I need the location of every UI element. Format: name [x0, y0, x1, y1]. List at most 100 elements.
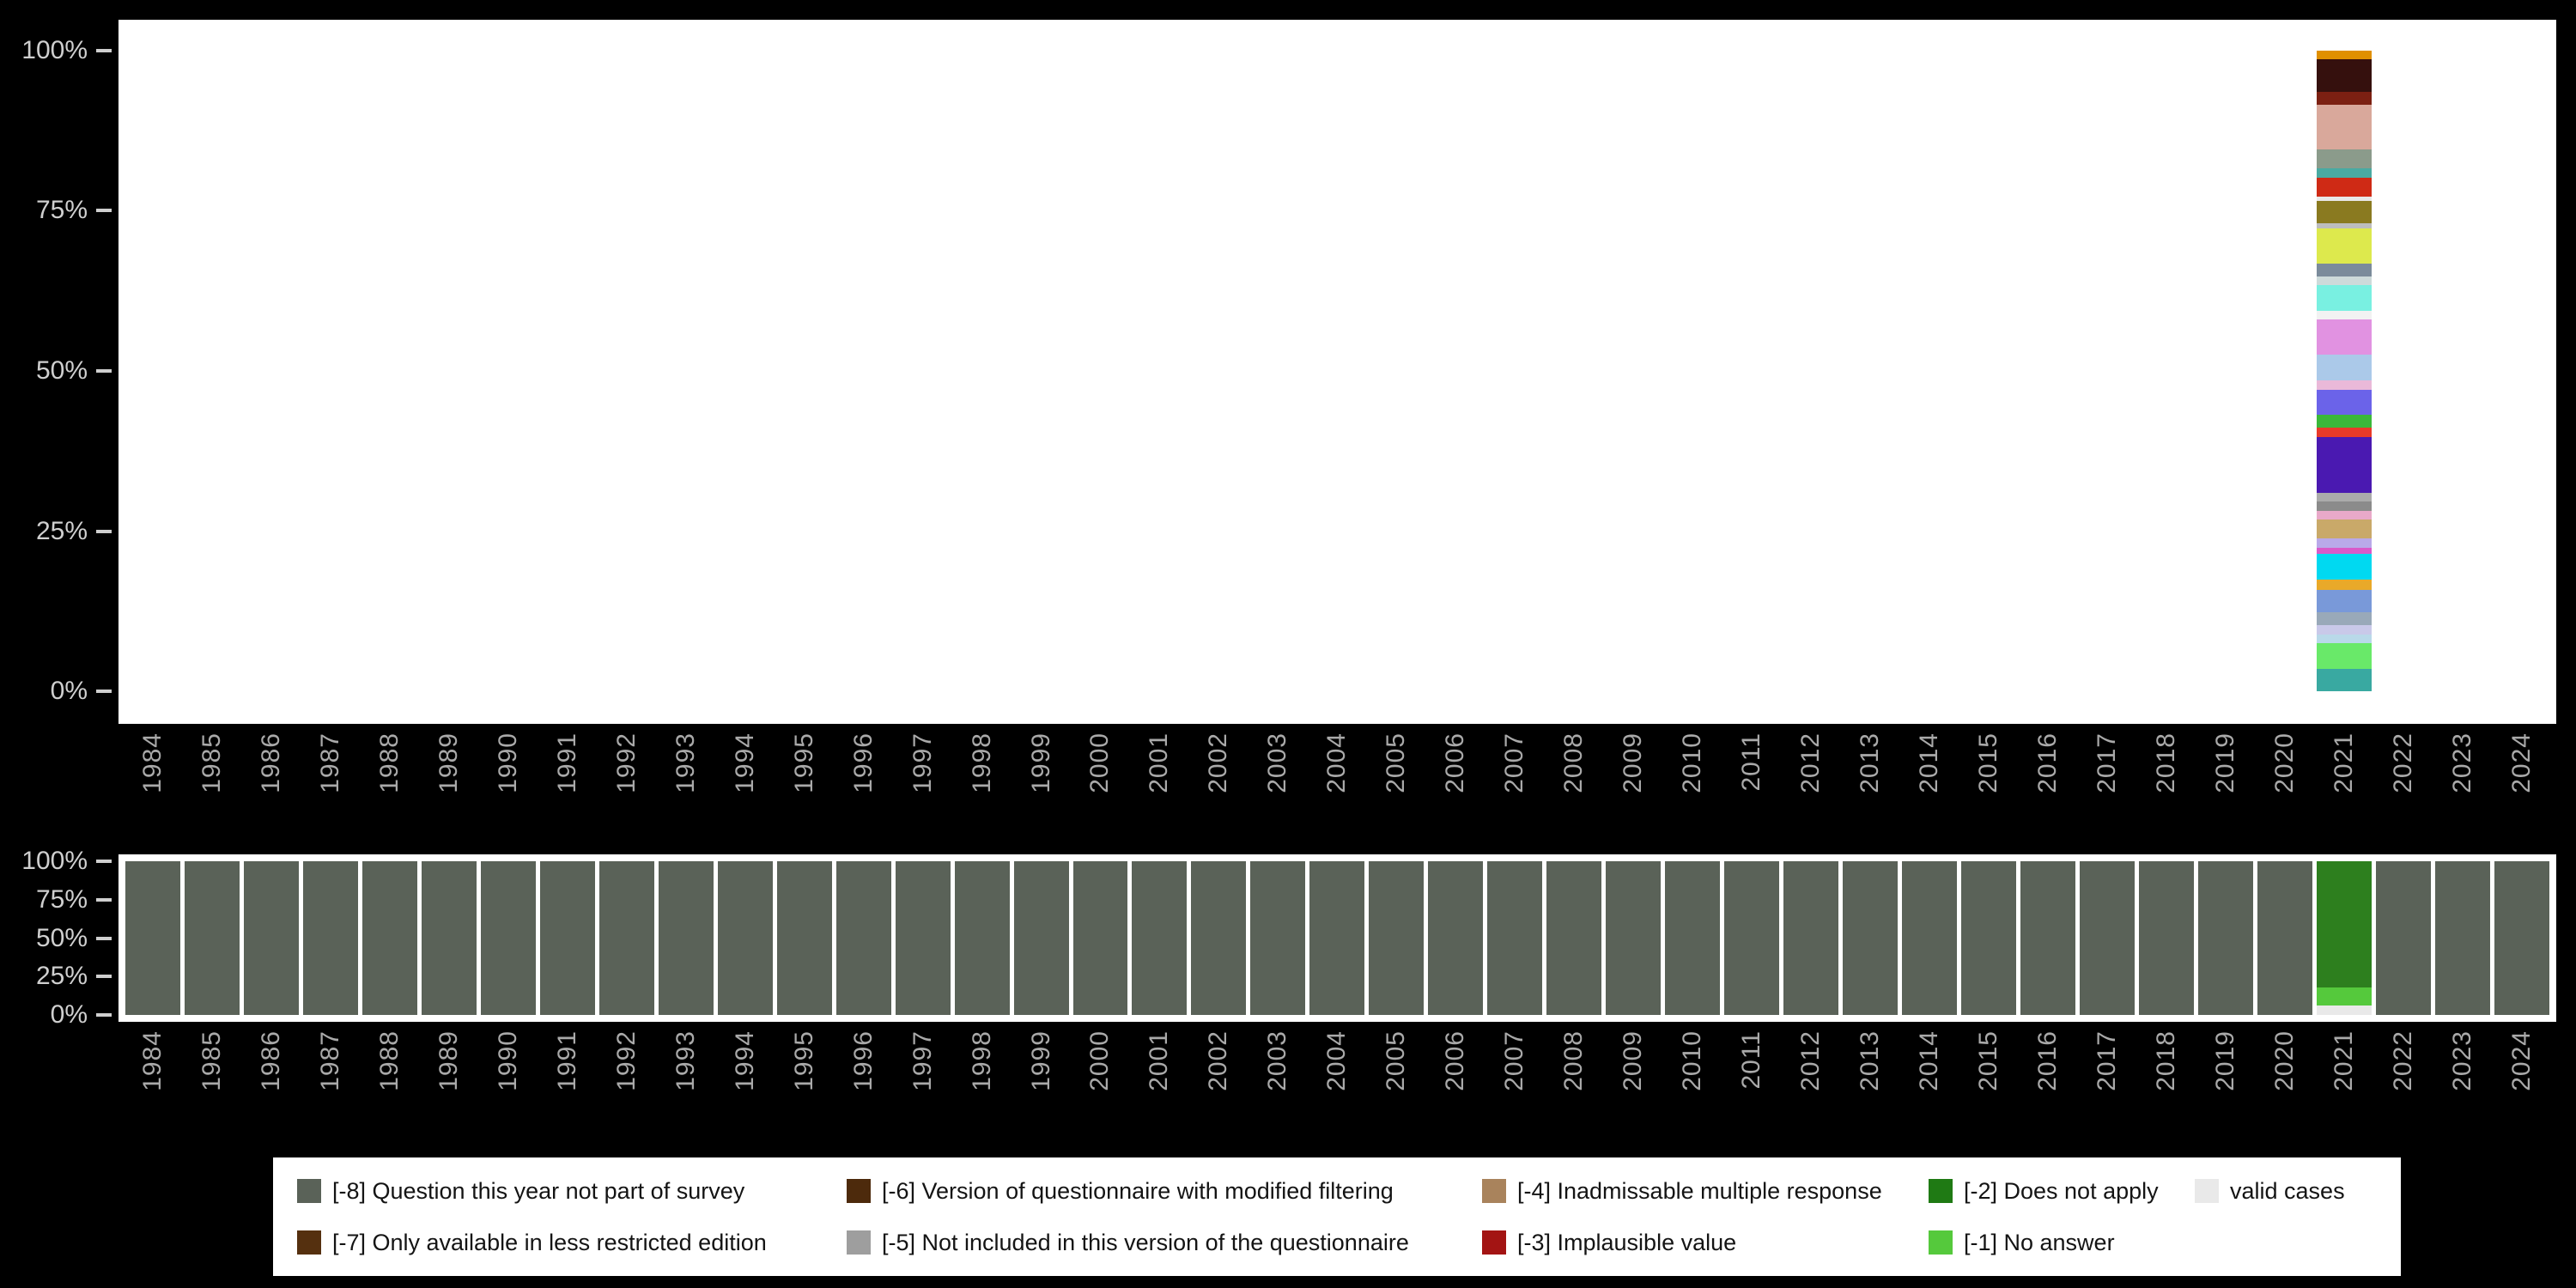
x-axis-year-label: 2019 [2210, 732, 2239, 793]
bar-slot-1996 [836, 51, 891, 691]
bar-slot-2016 [2020, 51, 2075, 691]
y-axis-tick-label: 100% [21, 36, 88, 64]
bar-segment [2316, 554, 2372, 580]
y-axis-tick-mark [96, 369, 112, 373]
bar-segment [2316, 987, 2372, 1006]
x-axis-year-slot: 2004 [1309, 1030, 1364, 1138]
legend-item: [-4] Inadmissable multiple response [1482, 1170, 1929, 1212]
stacked-bar-2016 [2020, 861, 2075, 1015]
x-axis-year-label: 2015 [1974, 732, 2003, 793]
bar-slot-1993 [659, 51, 714, 691]
x-axis-year-slot: 2013 [1843, 732, 1898, 840]
x-axis-year-slot: 2021 [2317, 732, 2372, 840]
bar-slot-1994 [717, 861, 773, 1015]
x-axis-year-slot: 2010 [1665, 732, 1720, 840]
y-axis-tick-mark [96, 49, 112, 52]
stacked-bar-2013 [1843, 861, 1899, 1015]
x-axis-year-slot: 2018 [2139, 732, 2194, 840]
x-axis-year-label: 2010 [1678, 1030, 1707, 1091]
legend-swatch [1482, 1230, 1506, 1255]
top-chart-x-axis: 1984 1985 1986 1987 1988 1989 1990 1991 1992 1993… [125, 732, 2549, 840]
legend-item: [-5] Not included in this version of the… [847, 1221, 1482, 1264]
x-axis-year-label: 2011 [1737, 732, 1766, 792]
stacked-bar-2012 [1783, 861, 1839, 1015]
bar-segment [2316, 59, 2372, 92]
x-axis-year-slot: 2000 [1073, 732, 1128, 840]
bar-slot-2006 [1428, 861, 1484, 1015]
bar-slot-2004 [1309, 861, 1365, 1015]
x-axis-year-label: 2013 [1856, 732, 1885, 793]
x-axis-year-label: 2008 [1559, 1030, 1589, 1091]
legend-swatch [847, 1230, 871, 1255]
legend-label: [-8] Question this year not part of surv… [332, 1177, 745, 1204]
x-axis-year-slot: 2014 [1902, 732, 1957, 840]
legend-label: [-5] Not included in this version of the… [882, 1229, 1409, 1255]
bar-slot-2007 [1487, 861, 1543, 1015]
x-axis-year-slot: 2019 [2198, 1030, 2253, 1138]
x-axis-year-slot: 1986 [244, 1030, 299, 1138]
stacked-bar-2002 [1191, 861, 1247, 1015]
x-axis-year-label: 2001 [1145, 1030, 1174, 1091]
x-axis-year-slot: 2008 [1546, 732, 1601, 840]
stacked-bar-2011 [1724, 861, 1780, 1015]
bar-slot-2019 [2197, 861, 2253, 1015]
bar-segment [2316, 228, 2372, 264]
bar-slot-2017 [2080, 51, 2135, 691]
bar-segment [2316, 642, 2372, 669]
legend-swatch [1929, 1179, 1953, 1203]
x-axis-year-label: 2015 [1974, 1030, 2003, 1091]
bar-slot-2002 [1191, 861, 1247, 1015]
legend-swatch [297, 1230, 321, 1255]
bar-slot-2022 [2376, 51, 2431, 691]
y-axis-tick-label: 50% [35, 924, 88, 952]
bar-segment [2316, 310, 2372, 320]
x-axis-year-label: 2004 [1322, 732, 1352, 793]
legend-label: [-6] Version of questionnaire with modif… [882, 1177, 1394, 1204]
bar-segment [2316, 104, 2372, 149]
y-axis-tick-label: 100% [21, 847, 88, 875]
x-axis-year-label: 1989 [434, 1030, 463, 1091]
x-axis-year-slot: 2011 [1724, 732, 1779, 840]
legend-swatch [297, 1179, 321, 1203]
bar-slot-2005 [1369, 51, 1424, 691]
bar-slot-2001 [1132, 861, 1188, 1015]
x-axis-year-slot: 2003 [1250, 1030, 1305, 1138]
x-axis-year-slot: 1991 [540, 732, 595, 840]
bar-slot-2019 [2198, 51, 2253, 691]
x-axis-year-label: 1995 [789, 1030, 818, 1091]
bar-slot-2012 [1783, 51, 1838, 691]
bar-segment [480, 861, 536, 1015]
bar-segment [1843, 861, 1899, 1015]
x-axis-year-label: 1993 [671, 1030, 700, 1091]
stacked-bar-1993 [658, 861, 714, 1015]
bar-slot-1990 [481, 51, 536, 691]
y-axis-tick-mark [96, 1013, 112, 1017]
stacked-bar-2015 [1961, 861, 2016, 1015]
legend-label: [-4] Inadmissable multiple response [1517, 1177, 1882, 1204]
bar-segment [361, 861, 417, 1015]
x-axis-year-label: 2006 [1441, 1030, 1470, 1091]
x-axis-year-label: 2020 [2269, 732, 2299, 793]
bar-slot-2010 [1665, 861, 1721, 1015]
bar-slot-2011 [1724, 51, 1779, 691]
bar-slot-1992 [599, 51, 654, 691]
x-axis-year-slot: 2020 [2257, 1030, 2312, 1138]
y-axis-tick-label: 75% [35, 885, 88, 914]
stacked-bar-1995 [776, 861, 832, 1015]
stacked-bar-2018 [2138, 861, 2194, 1015]
bar-slot-1990 [480, 861, 536, 1015]
bar-slot-1987 [303, 51, 358, 691]
x-axis-year-label: 2018 [2151, 1030, 2180, 1091]
x-axis-year-label: 2021 [2329, 732, 2358, 793]
bar-segment [2316, 580, 2372, 591]
y-axis-tick-mark [96, 530, 112, 533]
bar-segment [2020, 861, 2075, 1015]
x-axis-year-slot: 2002 [1191, 732, 1246, 840]
x-axis-year-label: 1996 [848, 1030, 878, 1091]
x-axis-year-label: 2000 [1085, 1030, 1115, 1091]
x-axis-year-slot: 1998 [955, 732, 1010, 840]
x-axis-year-slot: 1999 [1014, 1030, 1069, 1138]
x-axis-year-slot: 1986 [244, 732, 299, 840]
x-axis-year-label: 2000 [1085, 732, 1115, 793]
